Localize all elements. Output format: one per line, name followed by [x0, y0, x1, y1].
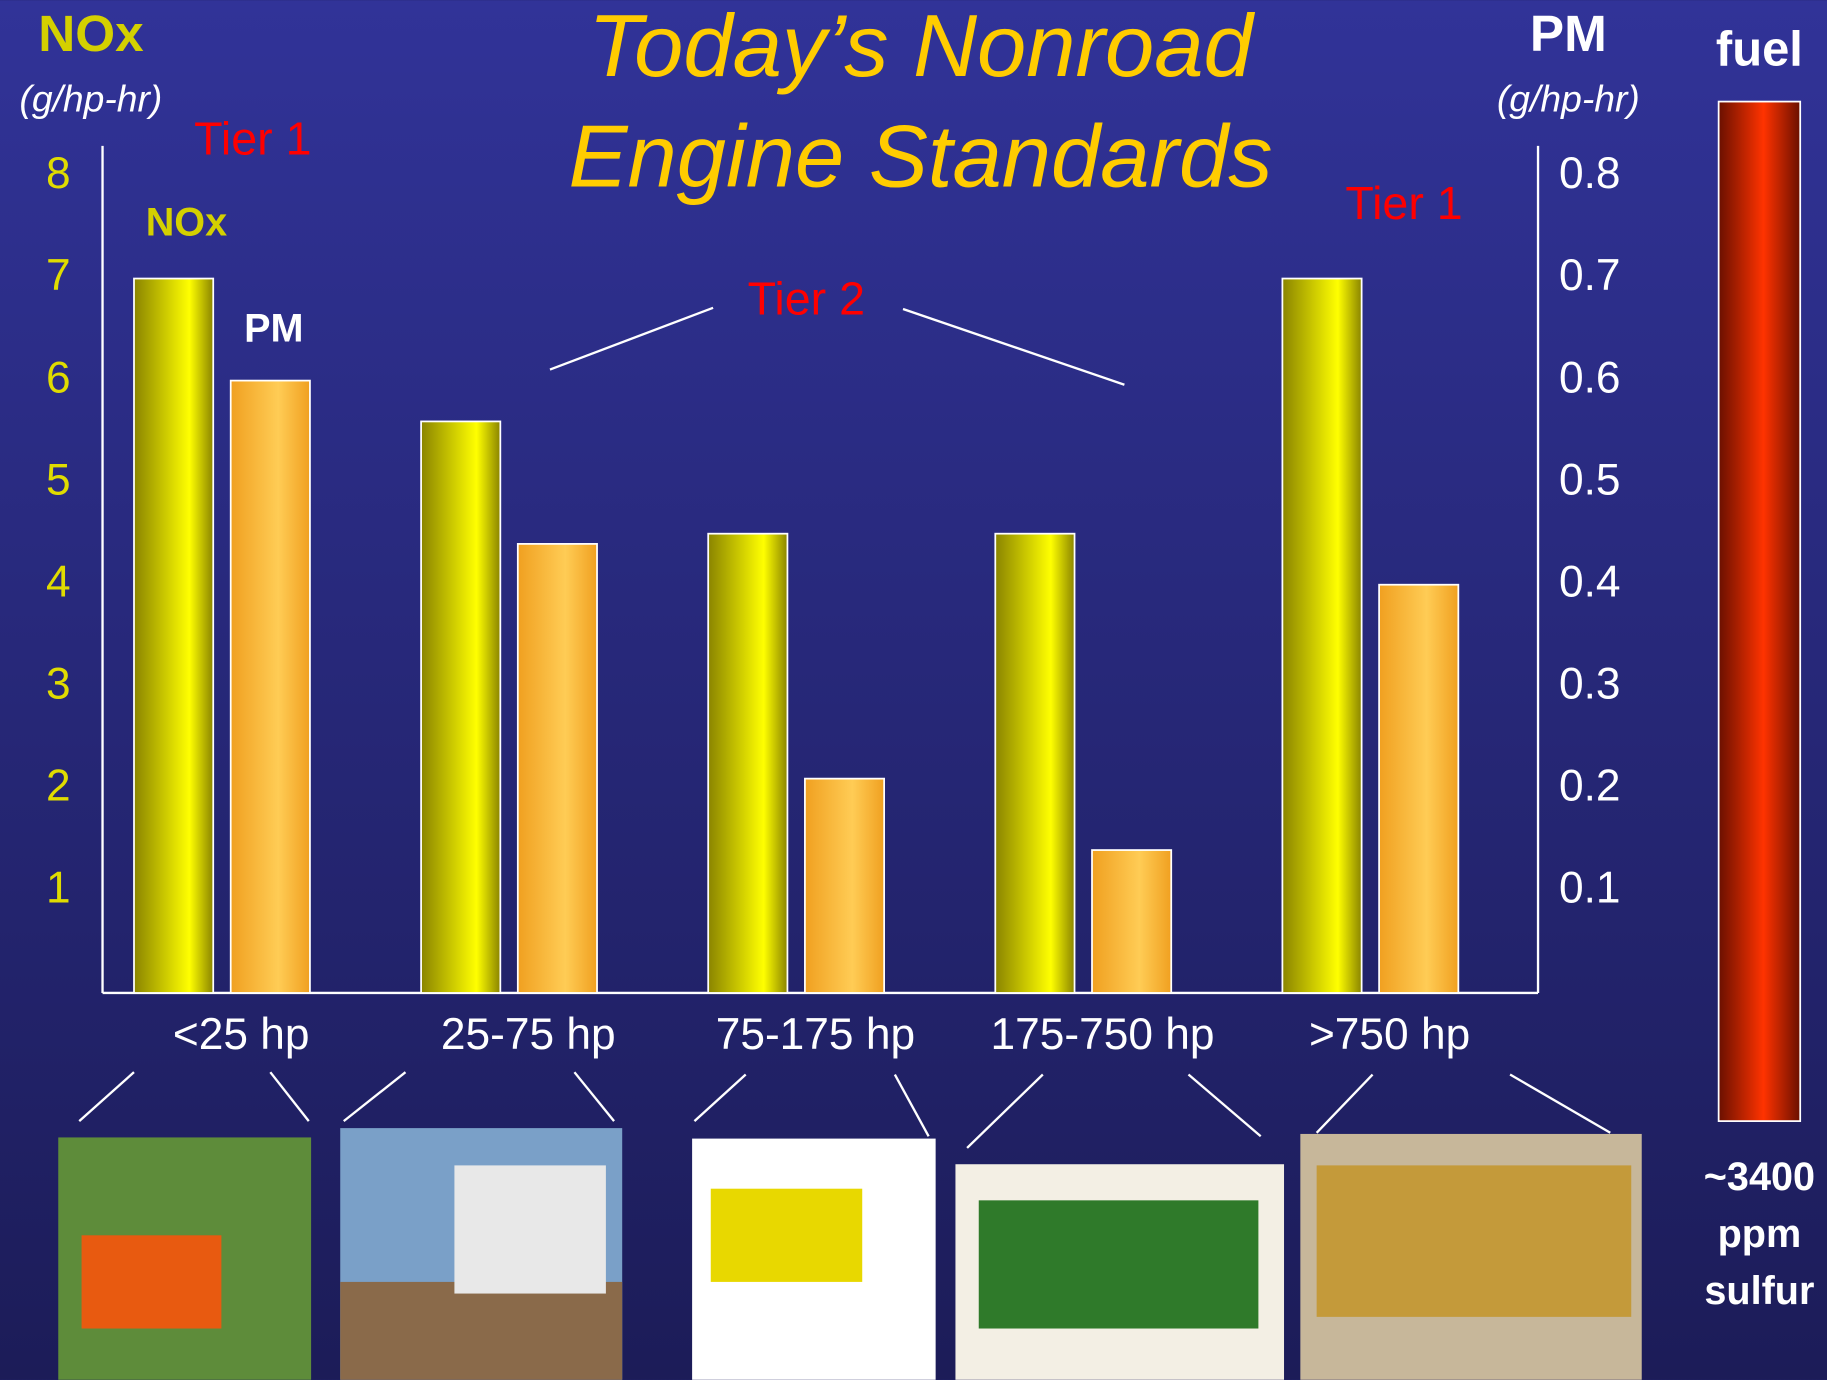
chart-title: Today’s Nonroad	[588, 0, 1255, 95]
bar	[1092, 850, 1171, 993]
y2-tick-label: 0.4	[1559, 557, 1621, 606]
x-tick-label: <25 hp	[173, 1010, 310, 1059]
annotation: Tier 1	[194, 113, 311, 165]
bar	[231, 381, 310, 993]
fuel-note: ~3400	[1704, 1155, 1815, 1199]
bar	[805, 779, 884, 993]
bar	[134, 279, 213, 993]
y-tick-label: 3	[46, 659, 71, 708]
x-tick-label: 25-75 hp	[441, 1010, 616, 1059]
y2-tick-label: 0.7	[1559, 251, 1621, 300]
bar	[1282, 279, 1361, 993]
y-tick-label: 1	[46, 864, 71, 913]
legend-label: NOx	[146, 201, 227, 245]
y2-axis-label: PM	[1530, 5, 1607, 62]
annotation: Tier 1	[1345, 177, 1462, 229]
photo-detail	[979, 1200, 1259, 1328]
photo-detail	[1317, 1165, 1632, 1316]
y-tick-label: 6	[46, 353, 71, 402]
photo-detail	[711, 1189, 862, 1282]
photo-detail	[340, 1282, 622, 1380]
y2-tick-label: 0.8	[1559, 149, 1621, 198]
y-tick-label: 4	[46, 557, 71, 606]
y2-tick-label: 0.5	[1559, 455, 1621, 504]
annotation: Tier 2	[748, 272, 865, 324]
chart: NOx (g/hp-hr) PM (g/hp-hr) Today’s Nonro…	[0, 0, 1827, 1380]
photo-detail	[454, 1165, 605, 1293]
y-tick-label: 8	[46, 149, 71, 198]
fuel-label: fuel	[1716, 23, 1803, 77]
y-axis-label: NOx	[38, 5, 144, 62]
y2-tick-label: 0.2	[1559, 762, 1621, 811]
x-tick-label: >750 hp	[1309, 1010, 1470, 1059]
bar	[518, 544, 597, 993]
fuel-note: ppm	[1718, 1212, 1802, 1256]
bar	[421, 421, 500, 993]
y2-tick-label: 0.1	[1559, 864, 1621, 913]
y-tick-label: 7	[46, 251, 71, 300]
bar	[995, 534, 1074, 993]
y2-tick-label: 0.3	[1559, 659, 1621, 708]
chart-title: Engine Standards	[569, 107, 1273, 206]
y2-tick-label: 0.6	[1559, 353, 1621, 402]
y-tick-label: 5	[46, 455, 71, 504]
y-axis-unit: (g/hp-hr)	[19, 77, 162, 119]
photo-detail	[82, 1235, 222, 1328]
fuel-bar	[1719, 102, 1801, 1122]
bar	[1379, 585, 1458, 993]
y2-axis-unit: (g/hp-hr)	[1497, 77, 1640, 119]
bar	[708, 534, 787, 993]
legend-label: PM	[244, 307, 303, 351]
x-tick-label: 175-750 hp	[990, 1010, 1214, 1059]
y-tick-label: 2	[46, 762, 71, 811]
x-tick-label: 75-175 hp	[716, 1010, 915, 1059]
fuel-note: sulfur	[1704, 1269, 1814, 1313]
